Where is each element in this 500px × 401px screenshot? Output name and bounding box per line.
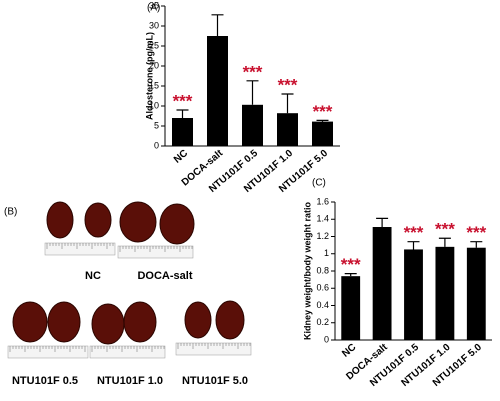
photo-caption: NTU101F 0.5 [12, 375, 78, 387]
significance-label: *** [341, 255, 361, 274]
y-tick-label: 0.6 [316, 283, 329, 293]
y-tick-label: 15 [149, 80, 159, 90]
panel-label: (A) [147, 3, 160, 14]
bar [207, 36, 228, 146]
y-tick-label: 20 [149, 60, 159, 70]
photo-caption: DOCA-salt [137, 270, 192, 282]
error-bar [407, 241, 420, 250]
bar [242, 104, 263, 146]
panel-label: (C) [312, 178, 326, 189]
significance-label: *** [435, 220, 455, 239]
error-bar [376, 217, 389, 228]
significance-label: *** [278, 75, 298, 94]
error-bar [438, 237, 451, 247]
x-tick-label: NC [172, 148, 190, 166]
significance-label: *** [466, 223, 486, 242]
y-tick-label: 1.2 [316, 231, 329, 241]
significance-label: *** [313, 102, 333, 121]
significance-label: *** [404, 223, 424, 242]
bar [466, 247, 486, 340]
kidney-photos [12, 201, 245, 345]
photo-caption: NTU101F 1.0 [97, 375, 163, 387]
rulers [7, 242, 252, 359]
bar [172, 118, 193, 146]
y-tick-label: 35 [149, 0, 159, 10]
y-tick-label: 10 [149, 100, 159, 110]
y-tick-label: 5 [154, 120, 159, 130]
significance-label: *** [243, 62, 263, 81]
photo-caption: NTU101F 5.0 [182, 375, 248, 387]
bar [341, 276, 361, 340]
y-tick-label: 1.6 [316, 196, 329, 206]
y-axis-label: Aldosterone (pg/mL) [144, 32, 154, 120]
photo-panel: (B) [4, 201, 252, 359]
error-bar [281, 93, 294, 114]
x-tick-label: NC [340, 342, 358, 360]
y-tick-label: 1.4 [316, 214, 329, 224]
error-bar [470, 241, 483, 248]
y-axis-label: Kidney weight/body weight ratio [302, 201, 312, 340]
y-tick-label: 0.4 [316, 300, 329, 310]
y-tick-label: 0 [324, 334, 329, 344]
bar [435, 246, 455, 340]
bar [404, 249, 423, 340]
significance-label: *** [173, 91, 193, 110]
panel-label: (B) [4, 207, 17, 218]
bar [312, 121, 333, 146]
bar [372, 227, 392, 340]
error-bar [246, 80, 259, 105]
bar [277, 113, 298, 146]
y-tick-label: 1 [324, 248, 329, 258]
photo-caption: NC [85, 270, 101, 282]
error-bar [344, 272, 357, 277]
y-tick-label: 30 [149, 20, 159, 30]
y-tick-label: 0.2 [316, 317, 329, 327]
y-tick-label: 0 [154, 140, 159, 150]
error-bar [316, 119, 329, 122]
error-bar [176, 109, 189, 118]
error-bar [211, 14, 224, 36]
y-tick-label: 0.8 [316, 265, 329, 275]
y-tick-label: 25 [149, 40, 159, 50]
